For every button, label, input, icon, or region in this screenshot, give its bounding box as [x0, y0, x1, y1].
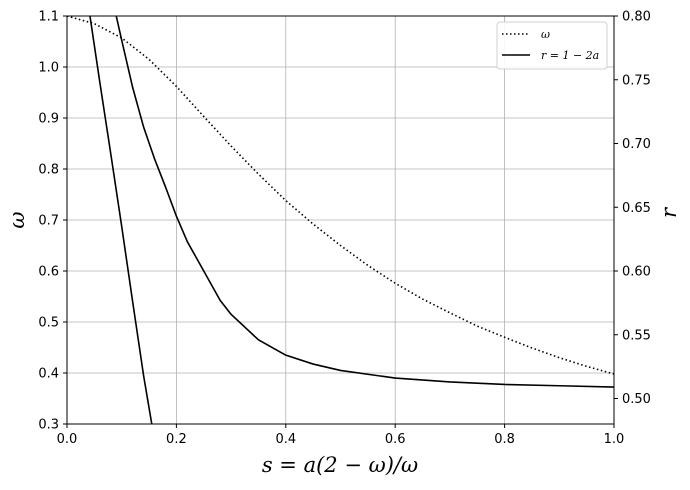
legend-box — [496, 21, 608, 70]
y-left-tick-label: 0.3 — [38, 418, 59, 433]
y-right-tick-label: 0.75 — [622, 73, 651, 88]
y-right-tick-label: 0.50 — [622, 392, 651, 407]
series-line-2 — [115, 16, 614, 388]
y-left-tick-label: 1.1 — [38, 10, 59, 25]
y-left-tick-label: 0.5 — [38, 316, 59, 331]
series-line-0 — [67, 16, 614, 375]
y-right-tick-label: 0.65 — [622, 201, 651, 216]
x-tick-label: 1.0 — [604, 432, 625, 447]
y-left-tick-label: 0.4 — [38, 367, 59, 382]
y-left-tick-label: 0.8 — [38, 163, 59, 178]
y-left-tick-label: 0.7 — [38, 214, 59, 229]
y-right-tick-label: 0.70 — [622, 137, 651, 152]
y-right-tick-label: 0.60 — [622, 265, 651, 280]
legend-label-r: r = 1 − 2a — [541, 49, 599, 62]
y-axis-right-label: r — [657, 206, 681, 218]
legend-label-omega: ω — [541, 28, 550, 41]
y-left-tick-label: 0.9 — [38, 112, 59, 127]
y-right-tick-label: 0.55 — [622, 328, 651, 343]
x-tick-label: 0.8 — [494, 432, 515, 447]
y-axis-left-label: ω — [5, 211, 29, 228]
legend: ω r = 1 − 2a — [496, 21, 608, 70]
x-tick-label: 0.4 — [275, 432, 296, 447]
y-left-tick-label: 1.0 — [38, 61, 59, 76]
y-left-tick-label: 0.6 — [38, 265, 59, 280]
ticks: 0.0 0.2 0.4 0.6 0.8 1.0 0.3 0.4 0.5 0.6 0.7 0.8 0.9 1… — [38, 10, 651, 448]
series-line-1 — [89, 16, 153, 424]
x-axis-label: s = a(2 − ω)/ω — [262, 453, 418, 477]
x-tick-label: 0.0 — [57, 432, 78, 447]
x-tick-label: 0.6 — [385, 432, 406, 447]
x-tick-label: 0.2 — [166, 432, 187, 447]
y-right-tick-label: 0.80 — [622, 10, 651, 25]
series-layer — [67, 16, 614, 424]
